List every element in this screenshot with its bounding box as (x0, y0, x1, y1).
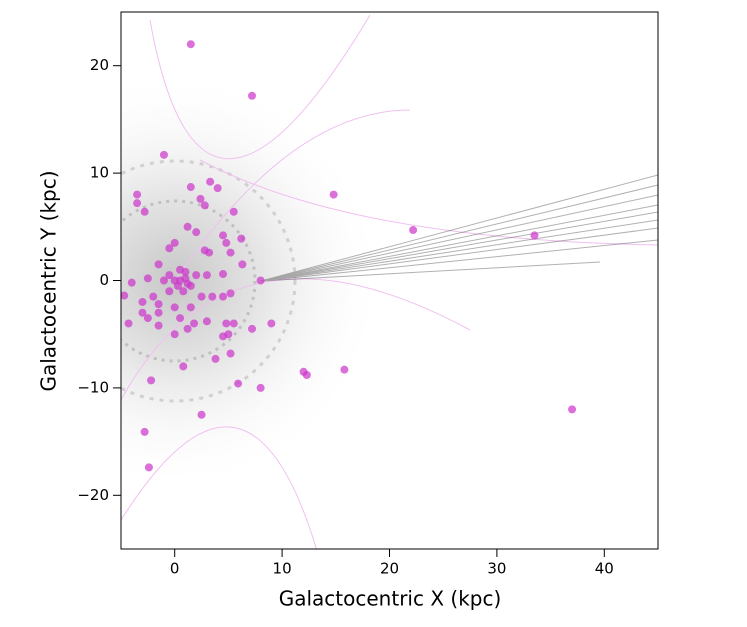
point (192, 228, 201, 237)
point (248, 324, 257, 333)
y-tick-label: 20 (90, 56, 109, 74)
point (183, 279, 192, 288)
point (154, 308, 163, 317)
point (149, 292, 158, 301)
point (302, 371, 311, 380)
point (219, 292, 228, 301)
point (206, 177, 215, 186)
point (133, 190, 142, 199)
y-tick-label: 0 (99, 271, 109, 289)
point (211, 354, 220, 363)
y-tick-label: −10 (77, 378, 109, 396)
point (197, 292, 206, 301)
point (179, 362, 188, 371)
point (196, 194, 205, 203)
point (200, 201, 209, 210)
point (229, 207, 238, 216)
point (213, 184, 222, 193)
point (181, 267, 190, 276)
point (248, 91, 257, 100)
point (222, 238, 231, 247)
point (329, 190, 338, 199)
y-tick-label: 10 (90, 164, 109, 182)
point (229, 319, 238, 328)
plot-area (121, 40, 577, 472)
point (224, 330, 233, 339)
point (197, 410, 206, 419)
point (186, 183, 195, 192)
point (147, 376, 156, 385)
point (340, 365, 349, 374)
point (170, 330, 179, 339)
point (192, 271, 201, 280)
point (154, 321, 163, 330)
point (226, 289, 235, 298)
point (170, 303, 179, 312)
point (202, 317, 211, 326)
x-tick-label: 30 (487, 560, 506, 578)
point (234, 379, 243, 388)
point (202, 271, 211, 280)
point (256, 383, 265, 392)
point (140, 207, 149, 216)
point (267, 319, 276, 328)
point (140, 427, 149, 436)
point (124, 319, 133, 328)
point (127, 278, 136, 287)
y-tick-label: −20 (77, 486, 109, 504)
x-tick-label: 40 (595, 560, 614, 578)
point (205, 248, 214, 257)
point (143, 314, 152, 323)
point (154, 260, 163, 269)
point (219, 270, 228, 279)
point (165, 244, 174, 253)
point (165, 271, 174, 280)
point (170, 238, 179, 247)
point (159, 150, 168, 159)
point (530, 231, 539, 240)
point (226, 248, 235, 257)
point (179, 287, 188, 296)
point (183, 324, 192, 333)
point (256, 276, 265, 285)
point (186, 303, 195, 312)
x-axis-label: Galactocentric X (kpc) (279, 587, 502, 611)
x-tick-label: 10 (273, 560, 292, 578)
point (121, 291, 129, 300)
point (165, 287, 174, 296)
point (222, 319, 231, 328)
point (133, 199, 142, 208)
point (176, 314, 185, 323)
point (208, 292, 217, 301)
point (144, 463, 153, 472)
point (138, 297, 147, 306)
point (186, 40, 195, 49)
point (237, 234, 246, 243)
point (226, 349, 235, 358)
point (190, 319, 199, 328)
point (154, 300, 163, 309)
point (238, 260, 247, 269)
point (138, 308, 147, 317)
point (183, 222, 192, 231)
point (568, 405, 577, 414)
point (409, 226, 418, 235)
x-tick-label: 0 (170, 560, 180, 578)
background (121, 14, 658, 549)
x-tick-label: 20 (380, 560, 399, 578)
point (219, 231, 228, 240)
point (143, 274, 152, 283)
point (159, 276, 168, 285)
y-axis-label: Galactocentric Y (kpc) (37, 170, 61, 391)
